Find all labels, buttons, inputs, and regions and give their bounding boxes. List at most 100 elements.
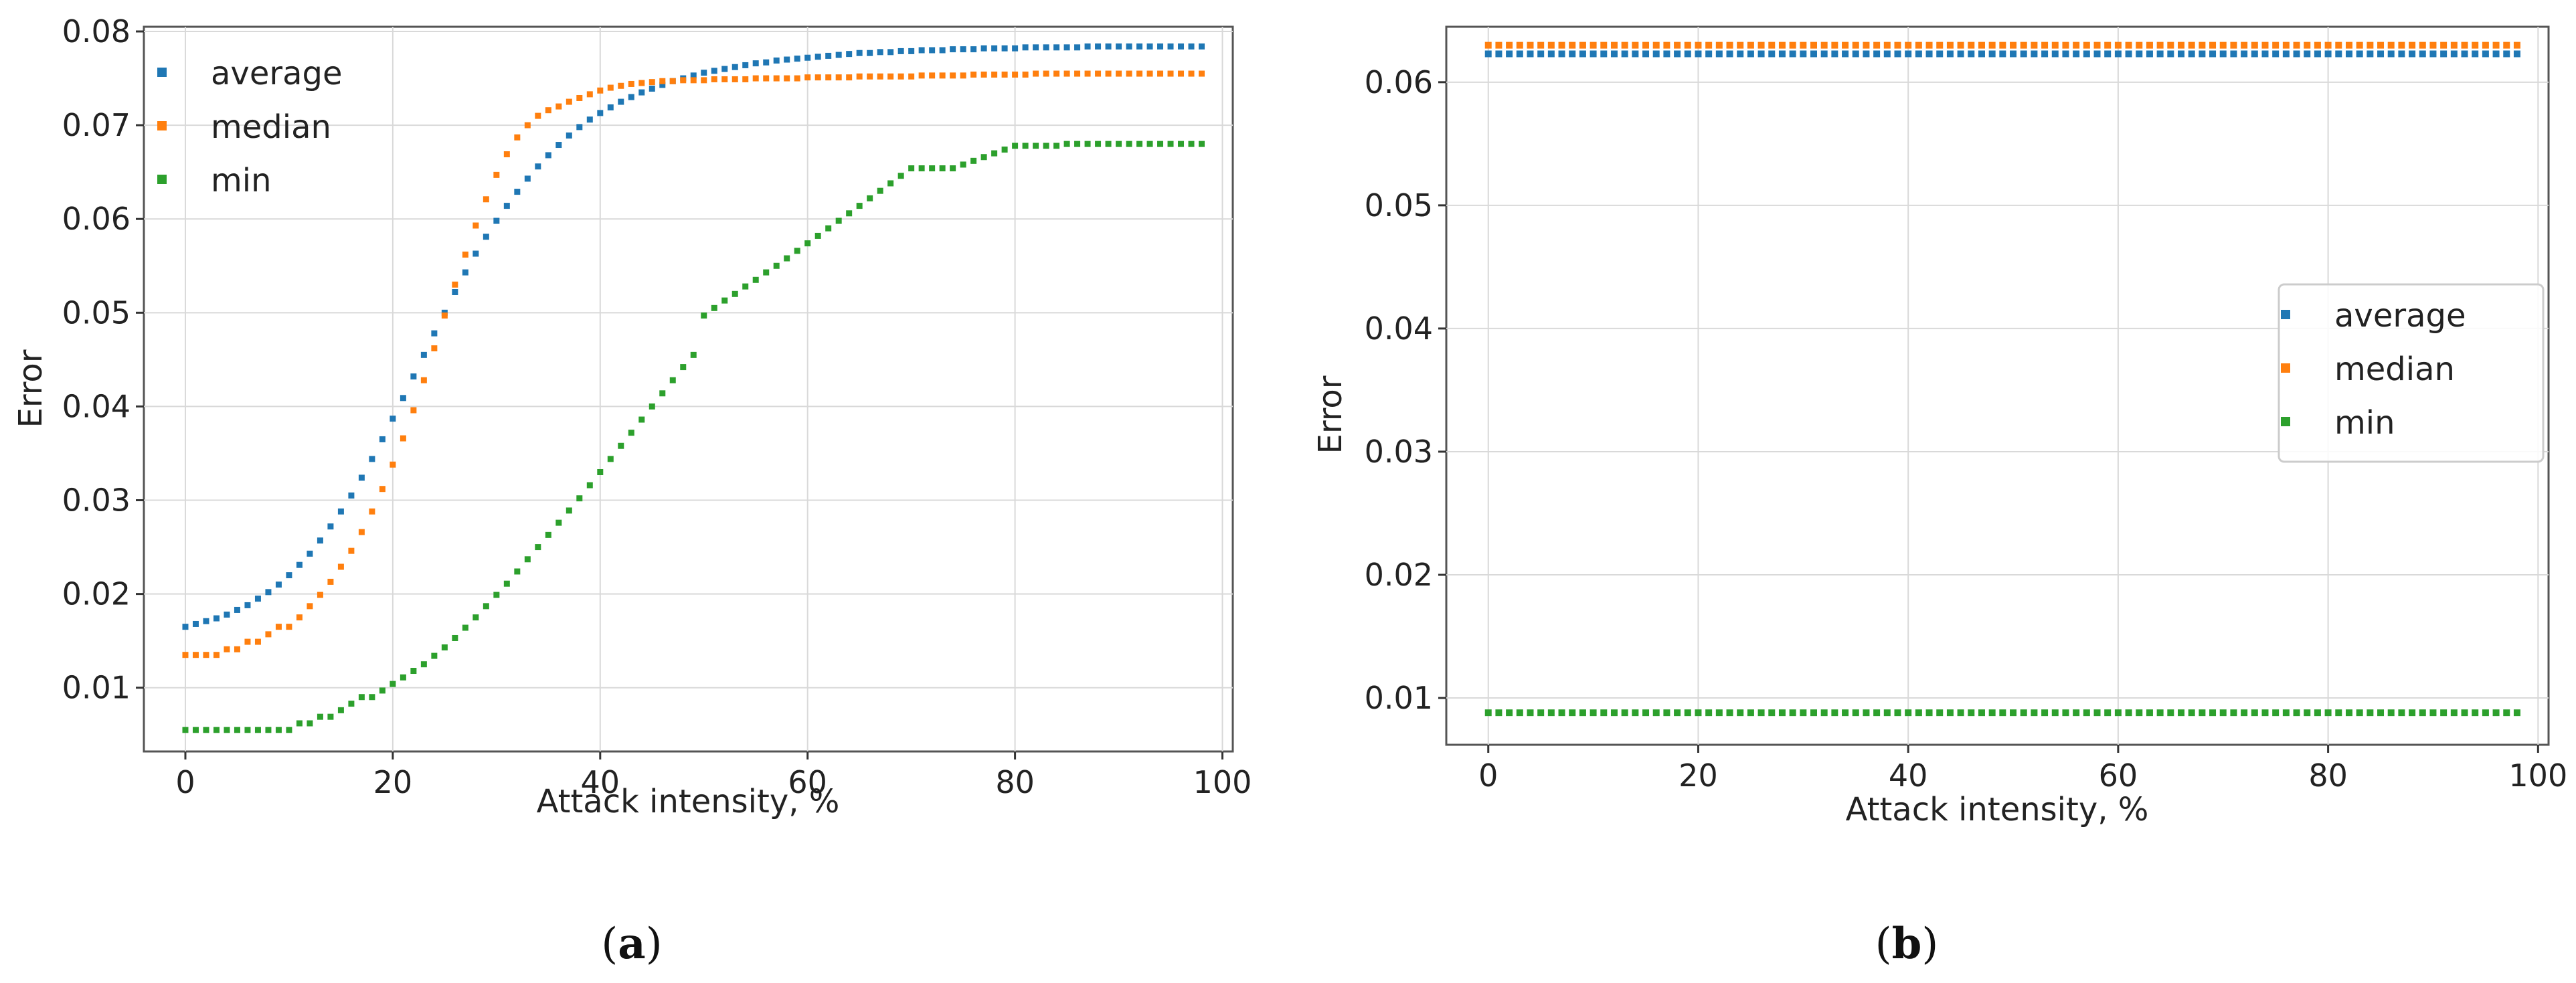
data-point-min [1126, 141, 1132, 147]
data-point-median [1978, 41, 1985, 49]
data-point-average [597, 110, 604, 116]
x-tick-label: 60 [2099, 757, 2138, 794]
legend-label-min: min [2334, 404, 2395, 442]
data-point-average [2472, 50, 2479, 58]
data-point-median [400, 435, 406, 442]
data-point-median [2293, 41, 2300, 49]
data-point-median [213, 652, 220, 658]
data-point-min [2041, 709, 2049, 717]
data-point-min [2450, 709, 2458, 717]
data-point-average [2073, 50, 2080, 58]
data-point-median [1820, 41, 1828, 49]
data-point-min [1810, 709, 1817, 717]
data-point-average [2345, 50, 2352, 58]
data-point-min [1516, 709, 1523, 717]
data-point-median [1663, 41, 1670, 49]
legend-label-average: average [211, 55, 343, 92]
data-point-min [2314, 709, 2321, 717]
data-point-median [503, 151, 510, 158]
data-point-average [1095, 43, 1102, 50]
legend-label-min: min [211, 162, 272, 199]
data-point-min [1095, 141, 1102, 147]
data-point-min [452, 634, 458, 641]
data-point-median [1084, 70, 1091, 77]
data-point-min [1747, 709, 1754, 717]
data-point-min [597, 468, 604, 475]
data-point-min [2219, 709, 2227, 717]
data-point-median [1558, 41, 1565, 49]
data-point-average [2419, 50, 2426, 58]
data-point-average [254, 596, 261, 602]
data-point-average [2136, 50, 2143, 58]
data-point-median [192, 652, 199, 658]
data-point-min [1852, 709, 1859, 717]
data-point-average [275, 582, 282, 588]
data-point-min [317, 713, 323, 720]
data-point-median [908, 73, 915, 80]
data-point-min [192, 727, 199, 733]
data-point-min [1167, 141, 1174, 147]
data-point-median [659, 78, 666, 84]
x-tick-label: 80 [2308, 757, 2348, 794]
data-point-min [1022, 143, 1029, 149]
legend-marker-min [157, 175, 167, 184]
data-point-median [680, 77, 687, 84]
data-point-median [1768, 41, 1776, 49]
data-point-min [618, 442, 624, 449]
data-point-median [1199, 70, 1205, 77]
data-point-average [2031, 50, 2038, 58]
data-point-median [254, 638, 261, 645]
data-point-average [1915, 50, 1922, 58]
data-point-min [1999, 709, 2006, 717]
data-point-average [369, 456, 375, 462]
data-point-average [1033, 44, 1039, 51]
data-point-average [732, 64, 738, 70]
data-point-average [2398, 50, 2405, 58]
data-point-min [950, 165, 956, 172]
data-point-min [1484, 709, 1492, 717]
legend-marker-median [2281, 363, 2290, 373]
data-point-min [1873, 709, 1881, 717]
data-point-average [2314, 50, 2321, 58]
y-tick-label: 0.03 [62, 482, 131, 519]
data-point-min [524, 556, 531, 563]
data-point-average [2282, 50, 2290, 58]
data-point-min [1715, 709, 1723, 717]
data-point-median [307, 603, 313, 610]
data-point-min [390, 681, 396, 687]
data-point-min [2261, 709, 2269, 717]
data-point-median [1610, 41, 1618, 49]
data-point-median [1178, 70, 1185, 77]
data-point-average [929, 47, 936, 54]
data-point-min [254, 727, 261, 733]
data-point-median [2062, 41, 2069, 49]
data-point-median [1778, 41, 1786, 49]
y-tick-label: 0.01 [1365, 680, 1433, 716]
data-point-average [846, 51, 853, 58]
data-point-min [2440, 709, 2448, 717]
data-point-min [960, 161, 966, 168]
data-point-median [877, 73, 883, 80]
data-point-median [649, 79, 655, 86]
data-point-average [825, 52, 832, 59]
data-point-min [2241, 709, 2248, 717]
data-point-median [296, 614, 303, 621]
data-point-average [2104, 50, 2112, 58]
data-point-min [1146, 141, 1153, 147]
data-point-average [970, 46, 977, 53]
data-point-median [970, 71, 977, 78]
x-tick-label: 40 [1889, 757, 1928, 794]
data-point-average [1178, 43, 1185, 50]
data-point-median [2398, 41, 2405, 49]
data-point-median [379, 486, 385, 493]
data-point-average [1894, 50, 1901, 58]
data-point-average [1946, 50, 1954, 58]
data-point-median [1905, 41, 1912, 49]
data-point-average [535, 163, 541, 170]
data-point-median [493, 171, 500, 178]
data-point-average [794, 56, 800, 62]
grid-a [144, 27, 1233, 751]
data-point-average [1852, 50, 1859, 58]
data-point-median [597, 87, 604, 94]
data-point-min [369, 694, 375, 701]
